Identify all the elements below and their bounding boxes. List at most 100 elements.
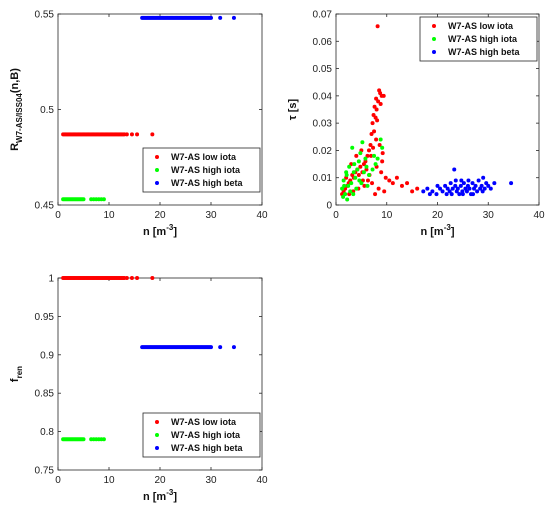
y-tick-label: 1: [48, 274, 54, 285]
x-tick-label: 20: [154, 210, 166, 221]
chart-tau: 0 10 20 30 40 0 0.01 0.02 0.03 0.04 0.05 0.06 0.07 n …: [287, 10, 545, 239]
y-tick-label: 0.75: [35, 466, 55, 477]
data-point: [476, 178, 481, 183]
data-point: [361, 162, 366, 167]
data-point: [405, 181, 410, 186]
x-tick-label: 20: [432, 210, 444, 221]
data-point: [509, 181, 514, 186]
data-point: [379, 170, 384, 175]
data-point: [447, 189, 452, 194]
data-point: [348, 189, 353, 194]
data-point: [347, 164, 352, 169]
y-axis-label: fren: [9, 366, 24, 382]
data-point: [440, 189, 445, 194]
data-point: [364, 164, 369, 169]
data-point: [452, 167, 457, 172]
data-point: [101, 197, 106, 202]
data-point: [380, 145, 385, 150]
data-point: [231, 15, 236, 20]
data-point: [484, 181, 489, 186]
legend-entry: W7-AS low iota: [448, 21, 514, 31]
data-point: [461, 181, 466, 186]
data-point: [471, 192, 476, 197]
data-point: [377, 142, 382, 147]
legend-entry: W7-AS high iota: [171, 430, 241, 440]
data-point: [375, 156, 380, 161]
data-point: [360, 140, 365, 145]
data-point: [365, 153, 370, 158]
y-axis-label: τ [s]: [287, 98, 299, 120]
data-point: [135, 276, 140, 280]
y-tick-label: 0.45: [35, 201, 55, 212]
data-point: [150, 132, 155, 137]
data-point: [453, 178, 458, 183]
data-point: [482, 186, 487, 191]
data-point: [351, 170, 356, 175]
data-point: [370, 167, 375, 172]
x-tick-label: 0: [55, 210, 61, 221]
data-point: [434, 192, 439, 197]
legend-marker: [432, 24, 436, 28]
data-point: [350, 145, 355, 150]
x-axis-label: n [m-3]: [143, 488, 177, 503]
legend: W7-AS low iota W7-AS high iota W7-AS high …: [142, 412, 261, 458]
y-tick-label: 0.85: [35, 389, 55, 400]
legend-marker: [155, 446, 159, 450]
data-point: [475, 189, 480, 194]
y-tick-label: 0.06: [313, 37, 333, 48]
data-point: [448, 181, 453, 186]
data-point: [363, 156, 368, 161]
data-point: [341, 194, 346, 199]
legend-entry: W7-AS high beta: [448, 47, 520, 57]
data-point: [449, 192, 454, 197]
data-point: [372, 129, 377, 134]
data-point: [101, 437, 106, 442]
data-point: [460, 192, 465, 197]
x-tick-label: 40: [256, 475, 268, 486]
data-point: [354, 153, 359, 158]
data-point: [425, 186, 430, 191]
legend-marker: [155, 433, 159, 437]
legend-entry: W7-AS low iota: [171, 152, 237, 162]
x-tick-label: 0: [55, 475, 61, 486]
x-tick-label: 10: [103, 475, 115, 486]
data-point: [342, 183, 347, 188]
y-tick-label: 0.8: [40, 427, 54, 438]
data-point: [355, 167, 360, 172]
data-point: [356, 172, 361, 177]
data-point: [361, 170, 366, 175]
data-point: [374, 107, 379, 112]
data-point: [369, 153, 374, 158]
data-point: [466, 178, 471, 183]
data-point: [357, 178, 362, 183]
data-point: [492, 181, 497, 186]
data-point: [479, 183, 484, 188]
data-point: [378, 102, 383, 107]
series-layer: [61, 15, 236, 202]
y-tick-label: 0.07: [313, 10, 333, 21]
legend-marker: [432, 50, 436, 54]
legend-box: [142, 412, 261, 458]
data-point: [375, 118, 380, 123]
data-point: [370, 181, 375, 186]
data-point: [443, 183, 448, 188]
data-point: [81, 197, 86, 202]
data-point: [455, 186, 460, 191]
y-tick-label: 0: [326, 201, 332, 212]
x-tick-label: 10: [103, 210, 115, 221]
data-point: [376, 186, 381, 191]
data-point: [382, 189, 387, 194]
x-tick-label: 30: [205, 475, 217, 486]
legend-entry: W7-AS low iota: [171, 417, 237, 427]
data-point: [390, 181, 395, 186]
y-tick-label: 0.03: [313, 119, 333, 130]
data-point: [218, 15, 223, 20]
legend-entry: W7-AS high beta: [171, 178, 243, 188]
data-point: [421, 189, 426, 194]
data-point: [444, 192, 449, 197]
data-point: [209, 15, 213, 20]
data-point: [373, 162, 378, 167]
y-tick-label: 0.01: [313, 173, 333, 184]
data-point: [372, 153, 377, 158]
